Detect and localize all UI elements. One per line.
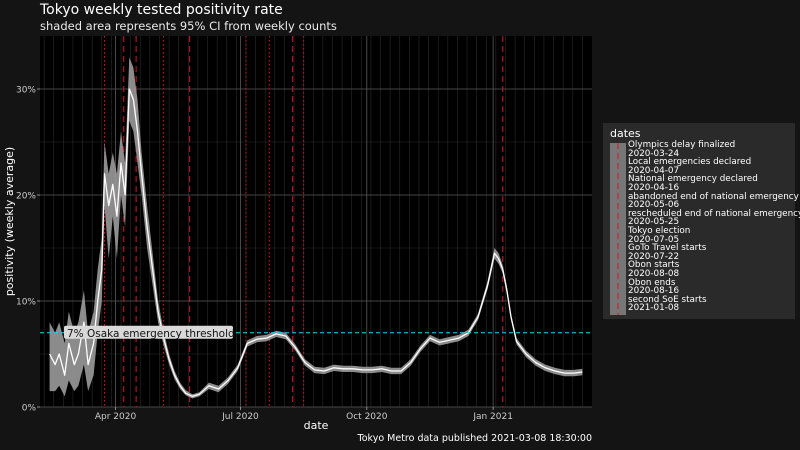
threshold-label: 7% Osaka emergency threshold <box>67 328 235 340</box>
legend-entry: National emergency declared <box>628 174 758 185</box>
chart-title: Tokyo weekly tested positivity rate <box>40 2 283 18</box>
x-tick-label: Jul 2020 <box>221 412 259 422</box>
x-tick-label: Apr 2020 <box>95 412 137 422</box>
legend-entry: rescheduled end of national emergency <box>628 208 800 219</box>
legend-key <box>610 143 626 315</box>
legend-entry: abandoned end of national emergency <box>628 191 799 202</box>
threshold-label-box <box>64 325 233 339</box>
legend-entry: 2020-04-16 <box>628 182 680 193</box>
legend-title: dates <box>610 127 641 140</box>
y-tick-label: 0% <box>22 404 37 414</box>
legend-entry: 2020-08-08 <box>628 268 680 279</box>
legend-entry: Olympics delay finalized <box>628 140 736 150</box>
legend: dates Olympics delay finalized 2020-03-2… <box>603 123 800 319</box>
y-tick-label: 20% <box>16 192 36 202</box>
legend-entry: 2020-05-06 <box>628 200 680 211</box>
legend-entry: Obon starts <box>628 260 680 271</box>
legend-entry: 2020-04-07 <box>628 165 680 176</box>
positivity-line <box>49 88 583 398</box>
y-tick-label: 30% <box>16 86 36 96</box>
x-tick-label: Jan 2021 <box>472 412 513 422</box>
legend-entry: 2020-03-24 <box>628 148 680 159</box>
x-axis-title: date <box>304 419 329 432</box>
legend-entry: Obon ends <box>628 277 676 288</box>
legend-entry: 2021-01-08 <box>628 303 680 314</box>
plot-panel <box>40 36 592 407</box>
legend-entry: 2020-05-25 <box>628 217 680 228</box>
legend-entry: 2020-07-05 <box>628 234 680 245</box>
legend-key-lines <box>617 143 619 315</box>
legend-entry: GoTo Travel starts <box>628 243 707 254</box>
legend-entry: 2020-08-16 <box>628 286 680 297</box>
caption: Tokyo Metro data published 2021-03-08 18… <box>357 433 592 444</box>
y-tick-label: 10% <box>16 298 36 308</box>
legend-entry: second SoE starts <box>628 294 707 305</box>
legend-entry: Tokyo election <box>628 225 691 236</box>
y-axis-title: positivity (weekly average) <box>3 147 16 296</box>
x-tick-label: Oct 2020 <box>346 412 388 422</box>
legend-entry: 2020-07-22 <box>628 251 680 262</box>
legend-entry: Local emergencies declared <box>628 157 752 168</box>
chart-subtitle: shaded area represents 95% CI from weekl… <box>40 19 337 33</box>
legend-entries: Olympics delay finalized 2020-03-24 Loca… <box>628 141 800 313</box>
